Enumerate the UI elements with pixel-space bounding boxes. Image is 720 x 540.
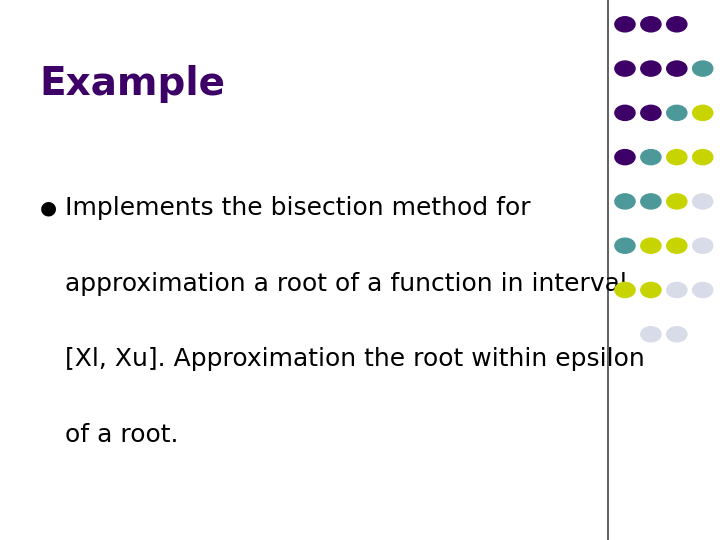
Circle shape — [667, 150, 687, 165]
Text: [Xl, Xu]. Approximation the root within epsilon: [Xl, Xu]. Approximation the root within … — [65, 347, 644, 371]
Text: approximation a root of a function in interval: approximation a root of a function in in… — [65, 272, 626, 295]
Circle shape — [615, 238, 635, 253]
Circle shape — [641, 282, 661, 298]
Text: Example: Example — [40, 65, 225, 103]
Circle shape — [641, 238, 661, 253]
Text: Implements the bisection method for: Implements the bisection method for — [65, 196, 531, 220]
Circle shape — [667, 327, 687, 342]
Circle shape — [615, 61, 635, 76]
Circle shape — [641, 150, 661, 165]
Circle shape — [693, 194, 713, 209]
Circle shape — [667, 61, 687, 76]
Text: ●: ● — [40, 198, 57, 218]
Circle shape — [693, 150, 713, 165]
Circle shape — [641, 61, 661, 76]
Circle shape — [667, 238, 687, 253]
Circle shape — [641, 105, 661, 120]
Circle shape — [693, 61, 713, 76]
Circle shape — [667, 17, 687, 32]
Text: of a root.: of a root. — [65, 423, 179, 447]
Circle shape — [641, 17, 661, 32]
Circle shape — [615, 150, 635, 165]
Circle shape — [615, 17, 635, 32]
Circle shape — [693, 105, 713, 120]
Circle shape — [693, 238, 713, 253]
Circle shape — [667, 194, 687, 209]
Circle shape — [641, 194, 661, 209]
Circle shape — [667, 282, 687, 298]
Circle shape — [615, 194, 635, 209]
Circle shape — [641, 327, 661, 342]
Circle shape — [693, 282, 713, 298]
Circle shape — [615, 105, 635, 120]
Circle shape — [667, 105, 687, 120]
Circle shape — [615, 282, 635, 298]
